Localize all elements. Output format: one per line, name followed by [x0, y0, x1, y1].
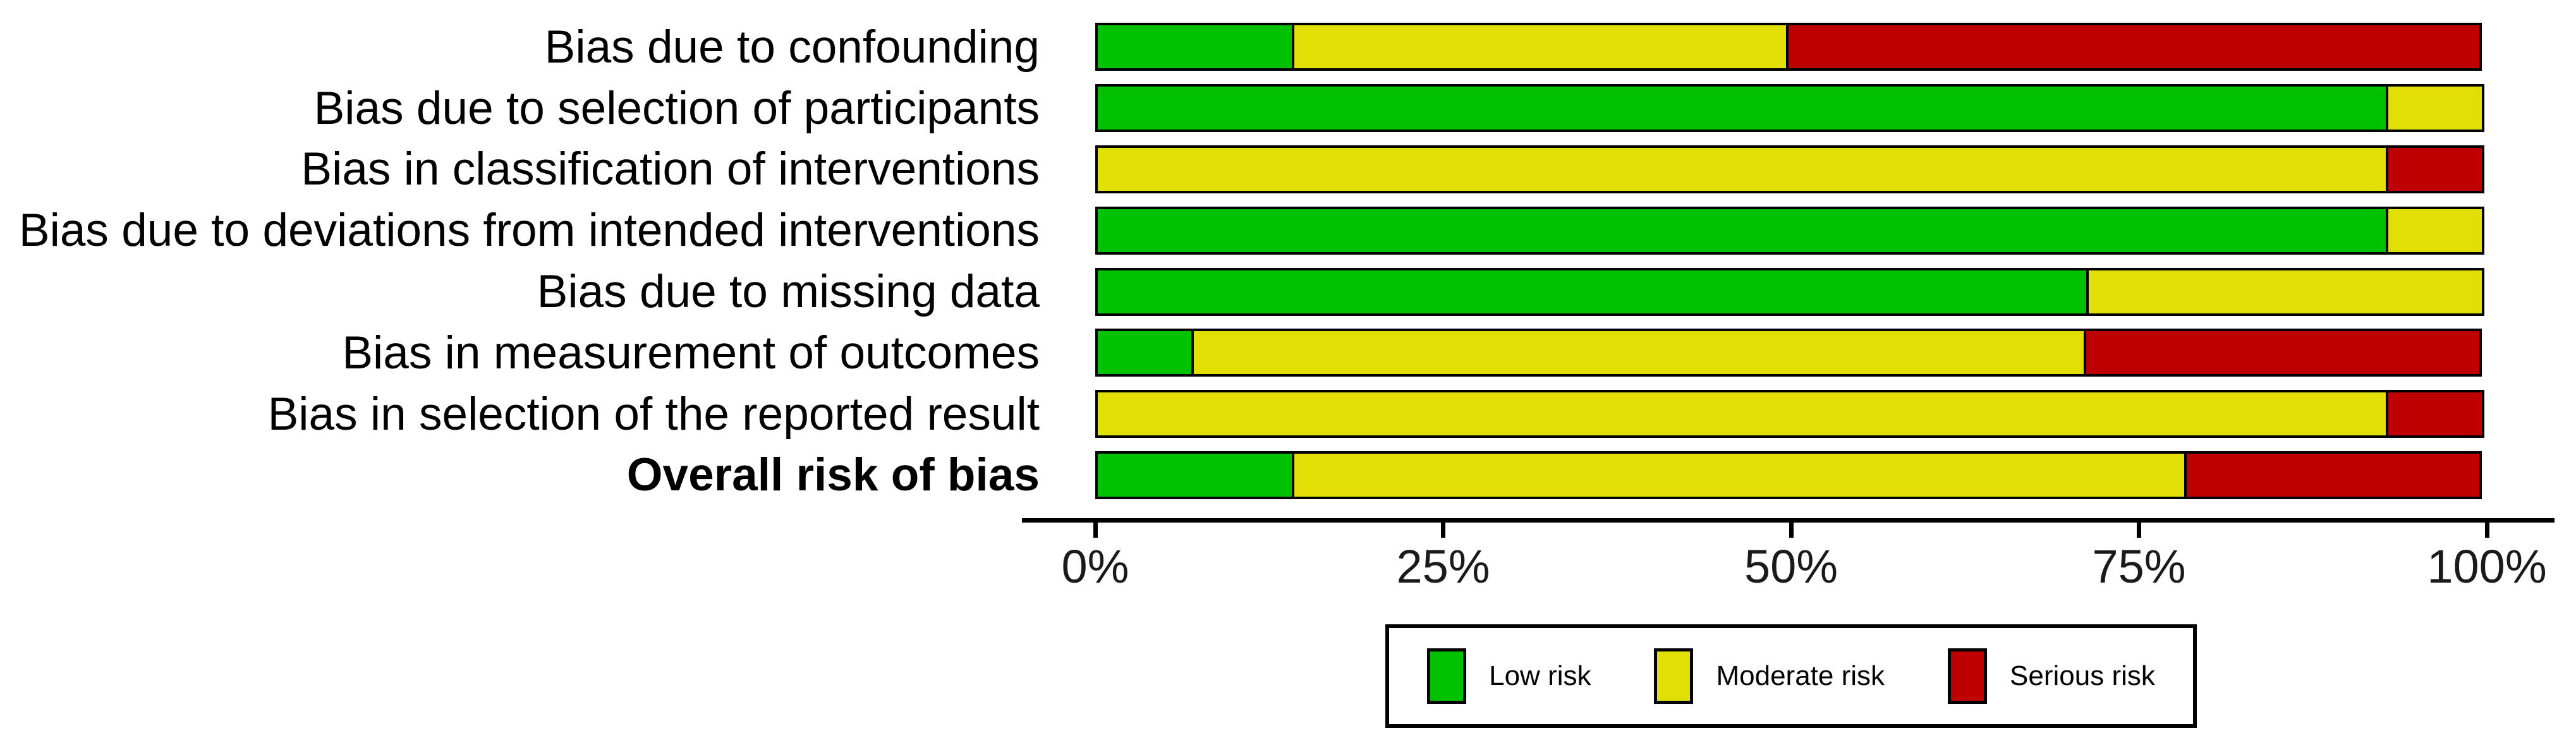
- bar-segment-moderate-risk: [2385, 206, 2484, 255]
- bar-segment-serious-risk: [2385, 390, 2484, 439]
- bar-track: [1095, 206, 2487, 255]
- chart-row: Bias in measurement of outcomes: [0, 322, 2576, 384]
- legend-swatch-icon: [1427, 648, 1467, 704]
- row-label: Bias due to confounding: [544, 21, 1040, 73]
- chart-row: Bias due to confounding: [0, 16, 2576, 78]
- tick-label: 75%: [2092, 540, 2186, 593]
- bar-track: [1095, 84, 2487, 133]
- bar-track: [1095, 23, 2487, 71]
- chart-row: Bias in selection of the reported result: [0, 384, 2576, 445]
- bar-track: [1095, 145, 2487, 193]
- row-label: Bias in measurement of outcomes: [342, 327, 1040, 379]
- row-label: Bias in classification of interventions: [301, 143, 1040, 195]
- tick-mark: [1093, 523, 1098, 538]
- bar-track: [1095, 329, 2487, 377]
- tick-label: 0%: [1061, 540, 1129, 593]
- bar-track: [1095, 451, 2487, 499]
- legend-label: Moderate risk: [1716, 660, 1885, 691]
- bar-segment-low-risk: [1095, 451, 1294, 499]
- tick-label: 100%: [2427, 540, 2547, 593]
- tick-mark: [1441, 523, 1445, 538]
- legend: Low risk Moderate risk Serious risk: [1385, 624, 2197, 728]
- bar-segment-moderate-risk: [1291, 451, 2187, 499]
- row-label: Overall risk of bias: [626, 449, 1040, 501]
- tick-mark: [2484, 523, 2489, 538]
- tick-mark: [1789, 523, 1794, 538]
- legend-label: Low risk: [1489, 660, 1591, 691]
- tick-label: 25%: [1396, 540, 1490, 593]
- bar-segment-moderate-risk: [2086, 267, 2484, 316]
- bar-track: [1095, 390, 2487, 439]
- chart-row: Bias due to missing data: [0, 261, 2576, 322]
- bar-segment-serious-risk: [2184, 451, 2482, 499]
- bar-segment-low-risk: [1095, 267, 2089, 316]
- x-axis-line: [1022, 518, 2555, 523]
- bar-segment-moderate-risk: [1191, 329, 2087, 377]
- chart-row: Bias due to selection of participants: [0, 78, 2576, 139]
- chart-row: Bias in classification of interventions: [0, 139, 2576, 200]
- bar-segment-low-risk: [1095, 23, 1294, 71]
- row-label: Bias due to selection of participants: [313, 82, 1040, 134]
- bar-segment-low-risk: [1095, 206, 2388, 255]
- legend-swatch-icon: [1948, 648, 1988, 704]
- chart-row: Bias due to deviations from intended int…: [0, 200, 2576, 261]
- row-label: Bias due to deviations from intended int…: [18, 205, 1040, 257]
- tick-mark: [2137, 523, 2141, 538]
- tick-label: 50%: [1744, 540, 1838, 593]
- chart-row: Overall risk of bias: [0, 445, 2576, 506]
- row-label: Bias in selection of the reported result: [267, 388, 1040, 440]
- bar-segment-moderate-risk: [1291, 23, 1789, 71]
- bar-segment-serious-risk: [2084, 329, 2482, 377]
- legend-swatch-icon: [1654, 648, 1694, 704]
- legend-label: Serious risk: [2010, 660, 2155, 691]
- bars-area: Bias due to confounding Bias due to sele…: [0, 16, 2576, 506]
- bar-segment-low-risk: [1095, 329, 1194, 377]
- legend-item: Moderate risk: [1654, 648, 1885, 704]
- bar-segment-serious-risk: [2385, 145, 2484, 193]
- bar-segment-moderate-risk: [1095, 145, 2388, 193]
- bar-segment-moderate-risk: [1095, 390, 2388, 439]
- legend-item: Serious risk: [1948, 648, 2155, 704]
- legend-item: Low risk: [1427, 648, 1591, 704]
- bar-segment-low-risk: [1095, 84, 2388, 133]
- row-label: Bias due to missing data: [537, 266, 1040, 318]
- bar-segment-serious-risk: [1785, 23, 2482, 71]
- bar-segment-moderate-risk: [2385, 84, 2484, 133]
- bar-track: [1095, 267, 2487, 316]
